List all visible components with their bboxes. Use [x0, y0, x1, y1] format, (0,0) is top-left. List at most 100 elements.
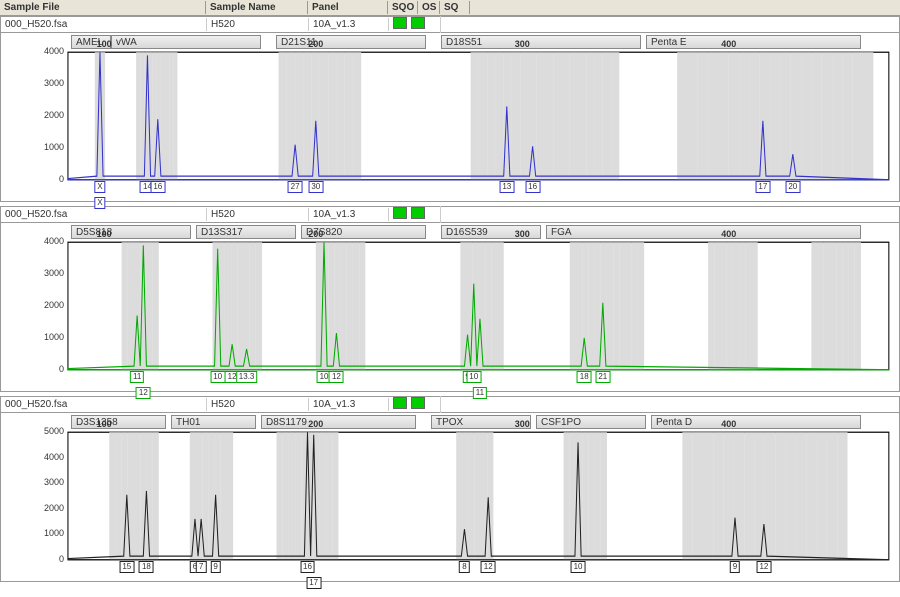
chart-container: 01000200030004000100200300400XX141627301…: [6, 51, 894, 181]
electropherogram-panel: 000_H520.fsaH52010A_v1.3 D3S1358 TH01 D8S11…: [0, 396, 900, 582]
allele-call-label: 16: [300, 561, 315, 573]
allele-call-label: 13: [499, 181, 514, 193]
y-axis-tick-label: 1000: [44, 332, 66, 342]
status-cell: [389, 206, 441, 223]
sample-file-value: 000_H520.fsa: [1, 208, 207, 221]
electropherogram-chart: [6, 51, 894, 181]
x-axis-tick-label: 400: [721, 39, 736, 49]
allele-call-label: 10: [210, 371, 225, 383]
chart-container: 0100020003000400050001002003004001518679…: [6, 431, 894, 561]
allele-call-label: 9: [730, 561, 740, 573]
status-indicator-icon: [393, 17, 407, 29]
allele-call-label: 13.3: [236, 371, 258, 383]
status-indicator-icon: [411, 17, 425, 29]
locus-label: Penta E: [646, 35, 861, 49]
locus-label: vWA: [111, 35, 261, 49]
sample-name-value: H520: [207, 208, 309, 221]
allele-call-label: 15: [119, 561, 134, 573]
status-indicator-icon: [411, 207, 425, 219]
allele-call-label: 18: [577, 371, 592, 383]
locus-label: Penta D: [651, 415, 861, 429]
locus-label: D8S1179: [261, 415, 416, 429]
allele-call-label: 17: [755, 181, 770, 193]
x-axis-tick-label: 400: [721, 229, 736, 239]
allele-call-label: 10: [466, 371, 481, 383]
allele-call-label: 12: [481, 561, 496, 573]
allele-call-label: 16: [525, 181, 540, 193]
y-axis-tick-label: 1000: [44, 528, 66, 538]
sample-info-row: 000_H520.fsaH52010A_v1.3: [1, 17, 899, 33]
locus-label: D5S818: [71, 225, 191, 239]
y-axis-tick-label: 2000: [44, 110, 66, 120]
allele-call-label: 8: [459, 561, 469, 573]
y-axis-tick-label: 3000: [44, 268, 66, 278]
sample-name-value: H520: [207, 18, 309, 31]
allele-call-label: 11: [130, 371, 144, 383]
status-cell: [389, 396, 441, 413]
locus-label: D13S317: [196, 225, 296, 239]
locus-label: D18S51: [441, 35, 641, 49]
allele-call-label: 30: [308, 181, 323, 193]
x-axis-tick-label: 300: [515, 419, 530, 429]
allele-call-label: 18: [139, 561, 154, 573]
panel-value: 10A_v1.3: [309, 208, 389, 221]
chart-container: 010002000300040001002003004001112101213.…: [6, 241, 894, 371]
x-axis-tick-label: 300: [515, 229, 530, 239]
y-axis-tick-label: 2000: [44, 503, 66, 513]
allele-call-label: 7: [196, 561, 206, 573]
y-axis-tick-label: 0: [59, 364, 66, 374]
x-axis-tick-label: 200: [308, 229, 323, 239]
locus-label-row: AMELvWAD21S11D18S51Penta E: [1, 33, 899, 49]
y-axis-tick-label: 4000: [44, 452, 66, 462]
electropherogram-panel: 000_H520.fsaH52010A_v1.3AMELvWAD21S11D18…: [0, 16, 900, 202]
allele-call-label: X: [94, 181, 105, 193]
x-axis-tick-label: 100: [97, 39, 112, 49]
x-axis-tick-label: 100: [97, 229, 112, 239]
x-axis-tick-label: 200: [308, 39, 323, 49]
header-panel: Panel: [308, 1, 388, 14]
header-sample-file: Sample File: [0, 1, 206, 14]
sample-name-value: H520: [207, 398, 309, 411]
header-sq: SQ: [440, 1, 470, 14]
panel-value: 10A_v1.3: [309, 398, 389, 411]
sample-file-value: 000_H520.fsa: [1, 398, 207, 411]
sample-info-row: 000_H520.fsaH52010A_v1.3: [1, 207, 899, 223]
header-sqo: SQO: [388, 1, 418, 14]
y-axis-tick-label: 2000: [44, 300, 66, 310]
allele-call-label: 21: [595, 371, 610, 383]
x-axis-tick-label: 100: [97, 419, 112, 429]
allele-call-label: 10: [571, 561, 586, 573]
panel-value: 10A_v1.3: [309, 18, 389, 31]
y-axis-tick-label: 5000: [44, 426, 66, 436]
x-axis-tick-label: 400: [721, 419, 736, 429]
allele-call-label: 12: [329, 371, 344, 383]
locus-label-row: D3S1358TH01D8S1179TPOXCSF1POPenta D: [1, 413, 899, 429]
allele-call-label: 17: [306, 577, 321, 589]
allele-call-label: 11: [473, 387, 487, 399]
y-axis-tick-label: 0: [59, 174, 66, 184]
status-cell: [389, 16, 441, 33]
electropherogram-chart: [6, 241, 894, 371]
allele-call-label: 16: [150, 181, 165, 193]
locus-label: FGA: [546, 225, 861, 239]
allele-call-label: X: [94, 197, 105, 209]
locus-label: CSF1PO: [536, 415, 646, 429]
y-axis-tick-label: 0: [59, 554, 66, 564]
x-axis-tick-label: 300: [515, 39, 530, 49]
sample-info-row: 000_H520.fsaH52010A_v1.3: [1, 397, 899, 413]
sample-file-value: 000_H520.fsa: [1, 18, 207, 31]
x-axis-tick-label: 200: [308, 419, 323, 429]
y-axis-tick-label: 4000: [44, 46, 66, 56]
electropherogram-chart: [6, 431, 894, 561]
status-indicator-icon: [393, 207, 407, 219]
allele-call-label: 12: [136, 387, 151, 399]
locus-label: D21S11: [276, 35, 426, 49]
electropherogram-panel: 000_H520.fsaH52010A_v1.3D5S818D13S317D7S…: [0, 206, 900, 392]
locus-label: D3S1358: [71, 415, 166, 429]
y-axis-tick-label: 1000: [44, 142, 66, 152]
header-sample-name: Sample Name: [206, 1, 308, 14]
locus-label: TH01: [171, 415, 256, 429]
header-os: OS: [418, 1, 440, 14]
status-indicator-icon: [411, 397, 425, 409]
y-axis-tick-label: 3000: [44, 477, 66, 487]
